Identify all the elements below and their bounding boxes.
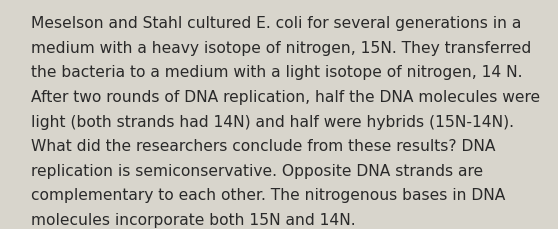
Text: medium with a heavy isotope of nitrogen, 15N. They transferred: medium with a heavy isotope of nitrogen,… — [31, 41, 531, 55]
Text: molecules incorporate both 15N and 14N.: molecules incorporate both 15N and 14N. — [31, 212, 355, 227]
Text: light (both strands had 14N) and half were hybrids (15N-14N).: light (both strands had 14N) and half we… — [31, 114, 514, 129]
Text: After two rounds of DNA replication, half the DNA molecules were: After two rounds of DNA replication, hal… — [31, 90, 540, 104]
Text: complementary to each other. The nitrogenous bases in DNA: complementary to each other. The nitroge… — [31, 188, 505, 202]
Text: replication is semiconservative. Opposite DNA strands are: replication is semiconservative. Opposit… — [31, 163, 483, 178]
Text: the bacteria to a medium with a light isotope of nitrogen, 14 N.: the bacteria to a medium with a light is… — [31, 65, 522, 80]
Text: Meselson and Stahl cultured E. coli for several generations in a: Meselson and Stahl cultured E. coli for … — [31, 16, 521, 31]
Text: What did the researchers conclude from these results? DNA: What did the researchers conclude from t… — [31, 139, 495, 153]
